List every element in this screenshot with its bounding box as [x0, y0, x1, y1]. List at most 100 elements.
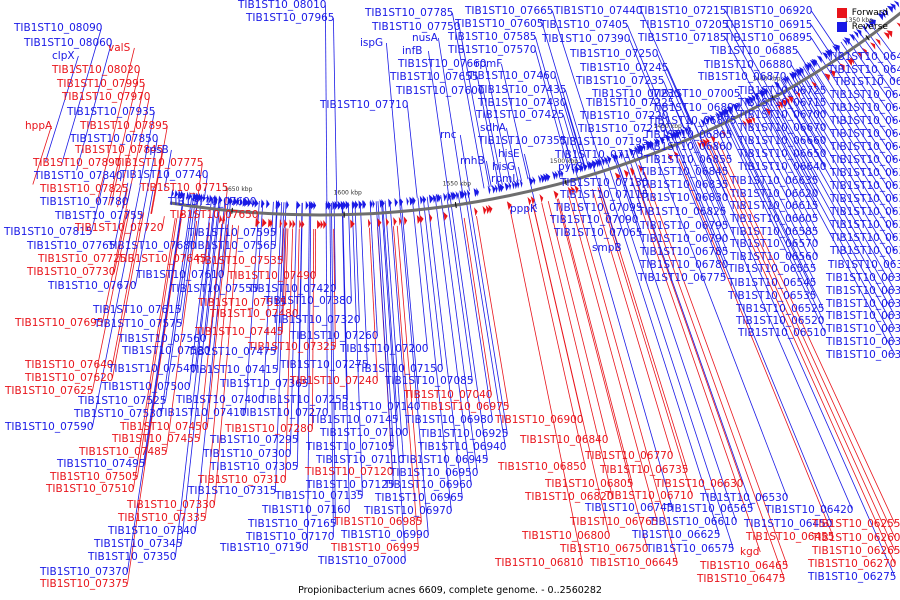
reverse-gene-arrow	[634, 145, 638, 155]
reverse-gene-arrow	[683, 126, 688, 135]
reverse-gene-arrow	[649, 140, 654, 149]
gene-label: TIB1ST10_07320	[271, 314, 361, 326]
forward-gene-arrow	[795, 90, 800, 99]
reverse-gene-arrow	[170, 189, 174, 198]
label-connector	[92, 209, 130, 392]
gene-label: TIB1ST10_07280	[224, 423, 314, 435]
gene-label: TIB1ST10_07440	[553, 5, 643, 17]
legend-swatch-forward	[836, 8, 847, 18]
gene-label: TIB1ST10_07325	[247, 341, 337, 353]
reverse-gene-arrow	[218, 195, 223, 205]
gene-label: TIB1ST10_06420	[764, 504, 854, 516]
gene-label: smpB	[592, 242, 622, 254]
gene-label: TIB1ST10_06555	[727, 263, 817, 275]
gene-label: TIB1ST10_07445	[194, 326, 284, 338]
label-connector	[135, 187, 154, 287]
label-connector	[703, 119, 728, 173]
label-connector	[506, 127, 519, 182]
label-connector	[325, 4, 328, 203]
gene-label: TIB1ST10_06350	[827, 259, 900, 271]
forward-gene-arrow	[710, 135, 716, 144]
label-connector	[333, 202, 336, 290]
gene-label: TIB1ST10_06465	[699, 560, 789, 572]
gene-label: TIB1ST10_06700	[737, 109, 827, 121]
reverse-gene-arrow	[213, 194, 217, 204]
gene-label: TIB1ST10_06890	[651, 102, 741, 114]
gene-label: TIB1ST10_06375	[829, 193, 900, 205]
label-connector	[369, 201, 378, 337]
gene-label: TIB1ST10_06385	[829, 167, 900, 179]
label-connector	[592, 188, 673, 457]
label-connector	[150, 149, 163, 214]
label-connector	[426, 196, 463, 499]
label-connector	[440, 195, 478, 474]
gene-label: TIB1ST10_07380	[263, 295, 353, 307]
gene-label: TIB1ST10_07065	[553, 227, 643, 239]
gene-label: TIB1ST10_07390	[541, 33, 631, 45]
gene-label: TIB1ST10_06885	[709, 45, 799, 57]
gene-label: TIB1ST10_07825	[39, 183, 129, 195]
label-connector	[717, 141, 896, 525]
gene-label: TIB1ST10_07220	[579, 110, 669, 122]
label-connector	[347, 202, 352, 302]
reverse-gene-arrow	[591, 160, 597, 169]
forward-gene-arrow	[270, 218, 273, 228]
label-connector	[724, 109, 816, 297]
gene-label: TIB1ST10_06635	[729, 175, 819, 187]
label-connector	[110, 162, 121, 206]
forward-gene-arrow	[721, 130, 726, 139]
gene-label: TIB1ST10_07585	[447, 31, 537, 43]
forward-gene-arrow	[429, 213, 433, 223]
gene-label: TIB1ST10_07435	[477, 84, 567, 96]
gene-label: TIB1ST10_07500	[101, 381, 191, 393]
gene-label: TIB1ST10_07615	[92, 304, 182, 316]
reverse-gene-arrow	[186, 191, 190, 201]
reverse-gene-arrow	[582, 162, 588, 172]
gene-label: TIB1ST10_07005	[651, 88, 741, 100]
forward-gene-arrow	[696, 141, 701, 150]
gene-label: TIB1ST10_07475	[187, 346, 277, 358]
label-connector	[719, 111, 826, 334]
label-connector	[325, 202, 328, 414]
gene-label: TIB1ST10_07965	[245, 12, 335, 24]
legend-item-forward: Forward	[836, 6, 888, 20]
gene-label: TIB1ST10_06850	[497, 461, 587, 473]
reverse-gene-arrow	[842, 38, 848, 47]
label-connector	[738, 102, 818, 258]
reverse-gene-arrow	[537, 174, 542, 184]
gene-label: TIB1ST10_06305	[825, 336, 900, 348]
label-connector	[789, 73, 896, 252]
reverse-gene-arrow	[379, 199, 383, 209]
gene-label: TIB1ST10_06365	[829, 219, 900, 231]
gene-label: TIB1ST10_06525	[735, 303, 825, 315]
gene-label: TIB1ST10_06970	[363, 505, 453, 517]
label-connector	[574, 167, 673, 509]
scale-tick	[771, 95, 775, 101]
reverse-gene-arrow	[494, 184, 498, 194]
reverse-gene-arrow	[798, 66, 804, 75]
gene-label: TIB1ST10_06640	[737, 161, 827, 173]
forward-gene-arrow	[292, 219, 296, 229]
forward-gene-arrow	[886, 30, 893, 38]
label-connector	[599, 159, 720, 536]
label-connector	[133, 217, 176, 490]
gene-label: TIB1ST10_06455	[745, 531, 835, 543]
label-connector	[763, 89, 896, 330]
gene-label: TIB1ST10_06330	[825, 272, 900, 284]
forward-gene-arrow	[787, 95, 794, 104]
label-connector	[204, 174, 208, 196]
label-connector	[775, 82, 896, 292]
forward-gene-arrow	[750, 115, 755, 124]
reverse-gene-arrow	[435, 193, 440, 203]
label-connector	[161, 194, 193, 415]
gene-label: TIB1ST10_06650	[737, 148, 827, 160]
forward-gene-arrow	[474, 207, 478, 217]
label-connector	[526, 206, 586, 468]
reverse-gene-arrow	[459, 190, 465, 200]
label-connector	[555, 75, 583, 166]
label-connector	[144, 192, 185, 465]
label-connector	[151, 125, 168, 214]
label-connector	[629, 38, 669, 135]
gene-label: TIB1ST10_07340	[107, 525, 197, 537]
label-connector	[290, 202, 298, 455]
